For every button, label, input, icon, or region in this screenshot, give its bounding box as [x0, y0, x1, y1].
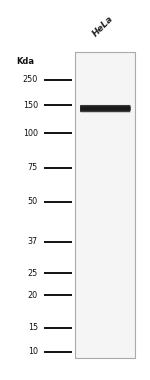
Text: HeLa: HeLa: [91, 14, 115, 38]
Bar: [75, 52, 135, 358]
Text: Kda: Kda: [16, 57, 34, 66]
Text: 25: 25: [28, 269, 38, 277]
Text: 100: 100: [23, 128, 38, 138]
Text: 50: 50: [28, 198, 38, 206]
Text: 10: 10: [28, 347, 38, 356]
Text: 75: 75: [28, 163, 38, 173]
Text: 250: 250: [23, 76, 38, 84]
Text: 150: 150: [23, 100, 38, 109]
Text: 15: 15: [28, 323, 38, 332]
Text: 20: 20: [28, 290, 38, 299]
Bar: [80, 105, 130, 111]
Text: 37: 37: [28, 238, 38, 247]
